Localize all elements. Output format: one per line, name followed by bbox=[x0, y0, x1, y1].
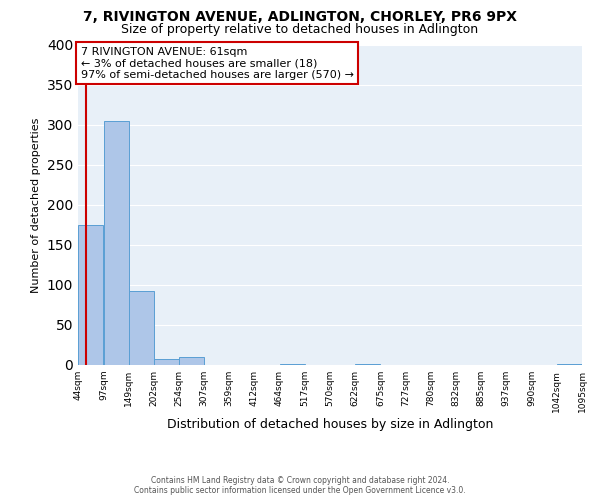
Bar bbox=[128, 292, 154, 365]
Text: 7 RIVINGTON AVENUE: 61sqm
← 3% of detached houses are smaller (18)
97% of semi-d: 7 RIVINGTON AVENUE: 61sqm ← 3% of detach… bbox=[80, 46, 353, 80]
Text: 7, RIVINGTON AVENUE, ADLINGTON, CHORLEY, PR6 9PX: 7, RIVINGTON AVENUE, ADLINGTON, CHORLEY,… bbox=[83, 10, 517, 24]
Bar bbox=[179, 357, 204, 365]
Bar bbox=[280, 364, 305, 365]
Text: Contains HM Land Registry data © Crown copyright and database right 2024.
Contai: Contains HM Land Registry data © Crown c… bbox=[134, 476, 466, 495]
Bar bbox=[104, 121, 128, 365]
Bar bbox=[557, 364, 582, 365]
Y-axis label: Number of detached properties: Number of detached properties bbox=[31, 118, 41, 292]
Text: Size of property relative to detached houses in Adlington: Size of property relative to detached ho… bbox=[121, 22, 479, 36]
Bar bbox=[78, 225, 103, 365]
Bar bbox=[154, 358, 179, 365]
Bar bbox=[355, 364, 380, 365]
X-axis label: Distribution of detached houses by size in Adlington: Distribution of detached houses by size … bbox=[167, 418, 493, 430]
